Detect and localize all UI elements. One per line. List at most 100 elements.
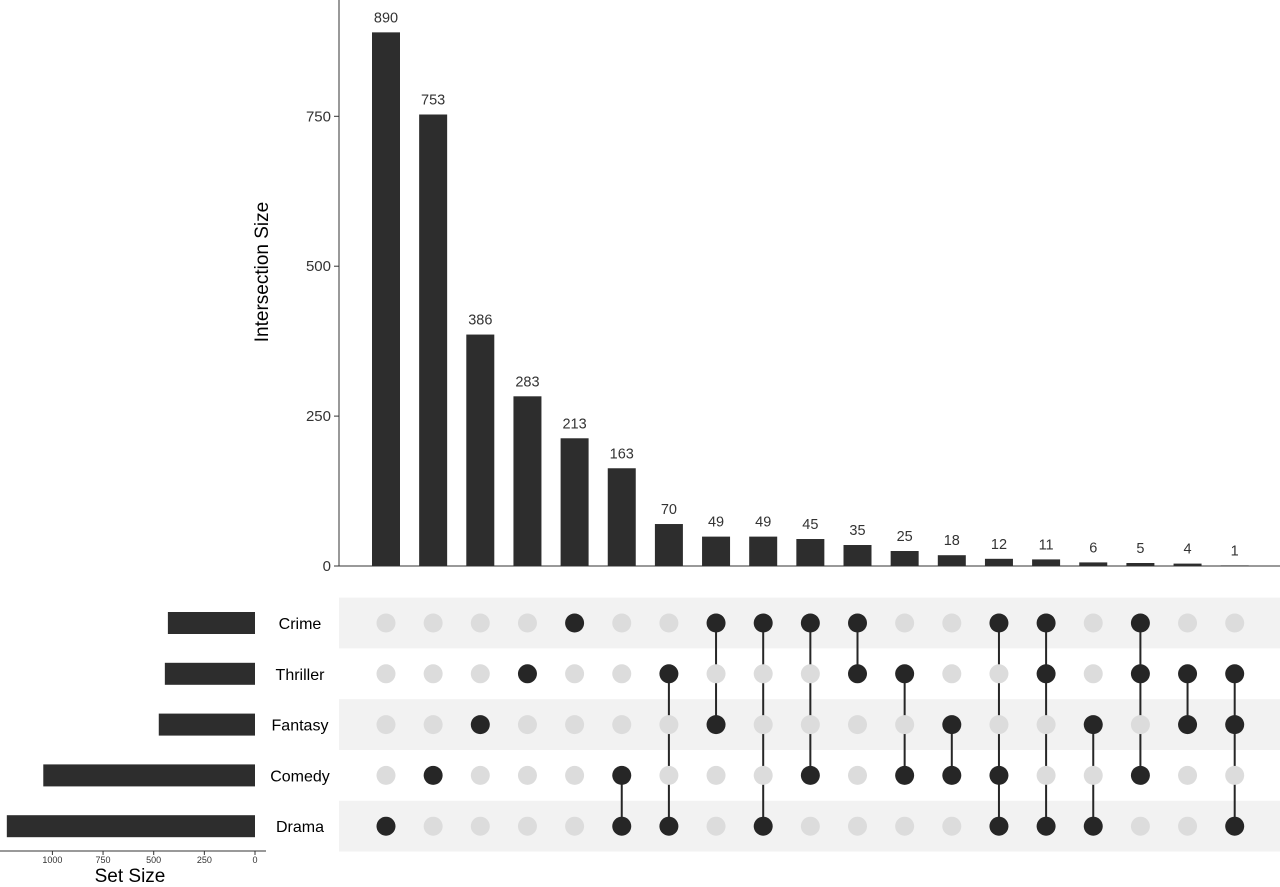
intersection-bar-label: 11 [1039, 537, 1054, 553]
membership-dot-active [612, 816, 632, 836]
membership-dot-inactive [423, 715, 443, 735]
intersection-bar-label: 49 [755, 515, 771, 531]
intersection-bar-label: 12 [991, 537, 1007, 553]
membership-dot-inactive [753, 765, 773, 785]
membership-dot-inactive [470, 613, 490, 633]
membership-dot-inactive [800, 715, 820, 735]
membership-dot-active [423, 765, 443, 785]
membership-dot-inactive [517, 765, 537, 785]
intersection-bar [984, 558, 1013, 566]
intersection-bar-label: 1 [1231, 543, 1239, 559]
membership-dot-inactive [376, 664, 396, 684]
membership-dot-active [470, 715, 490, 735]
set-name-label: Thriller [276, 667, 326, 684]
membership-dot-inactive [989, 664, 1009, 684]
membership-dot-active [895, 664, 915, 684]
intersection-bar [1220, 565, 1249, 567]
membership-dot-active [1036, 613, 1056, 633]
membership-dot-active [659, 816, 679, 836]
membership-dot-inactive [423, 613, 443, 633]
membership-dot-inactive [942, 664, 962, 684]
intersection-bar [1079, 562, 1108, 566]
membership-dot-inactive [376, 765, 396, 785]
set-size-bar [43, 764, 255, 787]
set-axis-tick-label: 0 [252, 855, 257, 865]
intersection-bar [1032, 559, 1061, 566]
intersection-bar [796, 539, 825, 566]
intersection-bar-label: 5 [1136, 541, 1144, 557]
membership-dot-inactive [423, 664, 443, 684]
intersection-bar-labels: 890 753 386 283 213 163 70 49 49 45 35 25 18 12 11 6 5 4 1 [374, 10, 1239, 559]
intersection-bar-label: 25 [897, 529, 913, 545]
membership-dot-inactive [565, 816, 585, 836]
membership-dot-active [706, 715, 726, 735]
intersection-bar [702, 536, 731, 566]
membership-dot-inactive [942, 613, 962, 633]
membership-dot-inactive [470, 664, 490, 684]
membership-dot-inactive [517, 715, 537, 735]
membership-dot-inactive [565, 715, 585, 735]
intersection-bar-label: 753 [421, 93, 445, 109]
intersection-bar [749, 536, 778, 566]
set-axis-tick-label: 1000 [42, 855, 62, 865]
membership-dot-inactive [1083, 765, 1103, 785]
intersection-bar-label: 18 [944, 533, 960, 549]
membership-dot-active [1225, 715, 1245, 735]
membership-dot-inactive [517, 816, 537, 836]
membership-dot-inactive [800, 664, 820, 684]
intersection-bar-label: 70 [661, 502, 677, 518]
intersection-bar [843, 545, 872, 566]
membership-dot-inactive [565, 664, 585, 684]
membership-dot-inactive [895, 613, 915, 633]
membership-dot-active [989, 765, 1009, 785]
membership-dot-inactive [942, 816, 962, 836]
set-size-bar [6, 815, 255, 838]
set-axis-tick-label: 500 [146, 855, 161, 865]
membership-dot-inactive [989, 715, 1009, 735]
membership-dot-active [1083, 816, 1103, 836]
membership-dot-inactive [1083, 664, 1103, 684]
membership-dot-active [989, 613, 1009, 633]
membership-dot-active [895, 765, 915, 785]
y-tick-label: 250 [306, 408, 331, 425]
intersection-bar-label: 6 [1089, 540, 1097, 556]
membership-dot-active [1178, 715, 1198, 735]
membership-dot-inactive [612, 664, 632, 684]
membership-dot-active [706, 613, 726, 633]
membership-dot-active [517, 664, 537, 684]
membership-dot-active [612, 765, 632, 785]
membership-dot-active [1036, 664, 1056, 684]
membership-dot-inactive [470, 816, 490, 836]
membership-dot-inactive [1130, 715, 1150, 735]
intersection-bar-label: 49 [708, 515, 724, 531]
set-size-bars [6, 612, 255, 838]
membership-dot-active [753, 613, 773, 633]
membership-dot-inactive [706, 664, 726, 684]
membership-dot-active [1036, 816, 1056, 836]
membership-dot-inactive [423, 816, 443, 836]
intersection-bar [607, 468, 636, 566]
membership-matrix [376, 613, 1245, 836]
intersection-bar [937, 555, 966, 566]
membership-dot-inactive [895, 715, 915, 735]
membership-dot-inactive [1225, 613, 1245, 633]
membership-dot-inactive [470, 765, 490, 785]
membership-dot-inactive [848, 816, 867, 836]
membership-dot-inactive [1178, 816, 1198, 836]
membership-dot-active [1178, 664, 1198, 684]
set-axis-tick-label: 750 [96, 855, 111, 865]
intersection-bar-label: 163 [610, 446, 634, 462]
membership-dot-active [848, 613, 867, 633]
membership-dot-inactive [1178, 765, 1198, 785]
set-name-label: Crime [279, 616, 322, 633]
membership-dot-inactive [1178, 613, 1198, 633]
membership-dot-inactive [1130, 816, 1150, 836]
intersection-bar-label: 45 [802, 517, 818, 533]
set-size-axis-title: Set Size [95, 866, 166, 887]
membership-dot-inactive [1036, 715, 1056, 735]
set-name-label: Fantasy [272, 718, 329, 735]
intersection-bars [372, 32, 1249, 567]
y-tick-label: 500 [306, 258, 331, 275]
membership-dot-active [1130, 664, 1150, 684]
